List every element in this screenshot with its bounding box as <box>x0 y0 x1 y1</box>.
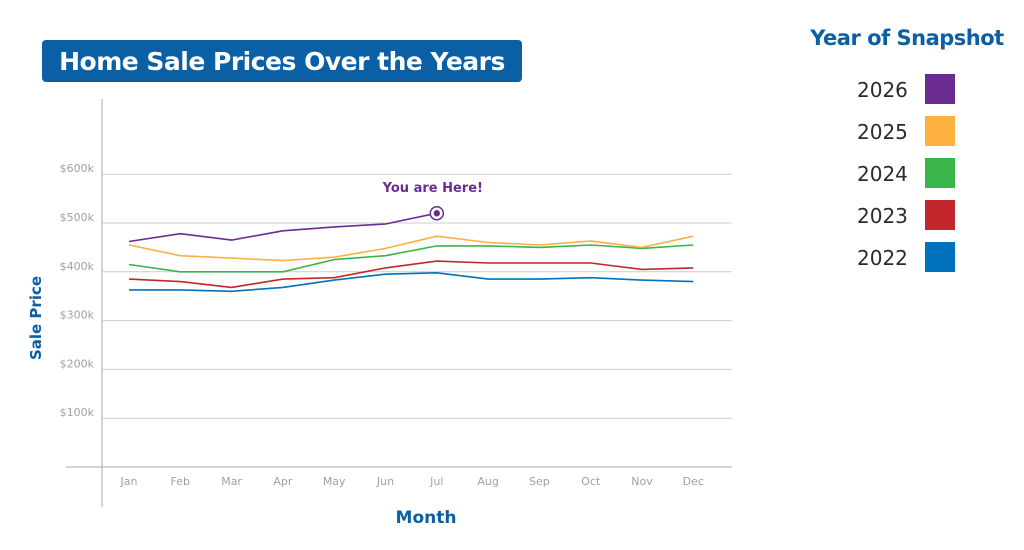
series-line-2024 <box>128 244 694 273</box>
x-tick-label: Jul <box>429 475 443 488</box>
x-axis-label: Month <box>395 508 457 528</box>
annotation-marker-dot <box>433 210 440 217</box>
legend-swatch <box>925 116 955 146</box>
y-tick-label: $400k <box>60 260 95 273</box>
legend-item-2024: 2024 <box>852 156 962 198</box>
x-tick-label: Feb <box>171 475 190 488</box>
legend-item-2026: 2026 <box>852 72 962 114</box>
y-tick-label: $100k <box>60 406 95 419</box>
y-tick-label: $500k <box>60 211 95 224</box>
y-tick-label: $200k <box>60 357 95 370</box>
x-tick-label: Nov <box>631 475 653 488</box>
x-tick-label: Jun <box>376 475 394 488</box>
series-line-2023 <box>128 260 694 289</box>
legend-swatch <box>925 200 955 230</box>
series-line-2025 <box>128 235 694 262</box>
legend-title: Year of Snapshot <box>810 26 1004 50</box>
x-tick-label: Oct <box>581 475 601 488</box>
legend-label: 2026 <box>857 78 908 102</box>
y-axis-label: Sale Price <box>27 275 45 361</box>
x-tick-label: Apr <box>273 475 293 488</box>
legend-label: 2022 <box>857 246 908 270</box>
x-tick-label: Sep <box>529 475 550 488</box>
legend-swatch <box>925 242 955 272</box>
legend-swatch <box>925 74 955 104</box>
legend-label: 2025 <box>857 120 908 144</box>
legend: 2026 2025 2024 2023 2022 <box>852 72 962 282</box>
legend-label: 2023 <box>857 204 908 228</box>
chart-title-banner: Home Sale Prices Over the Years <box>42 40 522 82</box>
series-line-2026 <box>128 212 437 243</box>
x-tick-label: Mar <box>221 475 242 488</box>
x-tick-label: Dec <box>683 475 704 488</box>
series-line-2022 <box>129 271 694 293</box>
legend-item-2022: 2022 <box>852 240 962 282</box>
legend-item-2023: 2023 <box>852 198 962 240</box>
y-tick-label: $600k <box>60 162 95 175</box>
legend-item-2025: 2025 <box>852 114 962 156</box>
legend-swatch <box>925 158 955 188</box>
x-tick-label: Jan <box>120 475 138 488</box>
y-tick-label: $300k <box>60 309 95 322</box>
legend-label: 2024 <box>857 162 908 186</box>
x-tick-label: Aug <box>477 475 498 488</box>
x-tick-label: May <box>323 475 346 488</box>
annotation-label: You are Here! <box>382 181 483 196</box>
chart-title: Home Sale Prices Over the Years <box>59 46 505 76</box>
